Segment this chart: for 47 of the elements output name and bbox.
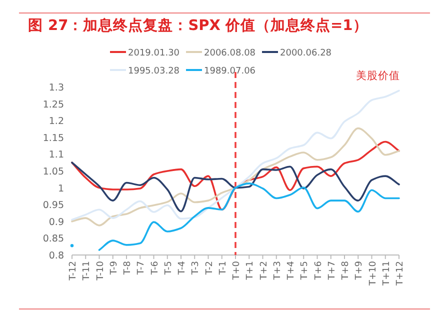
x-tick-label: T-2 xyxy=(204,261,215,276)
text: 美股价值 xyxy=(356,69,400,82)
x-tick-label: T-5 xyxy=(164,261,174,276)
x-tick-label: T-9 xyxy=(109,260,120,276)
x-tick-label: T+0 xyxy=(232,260,242,281)
line-series xyxy=(71,90,400,221)
x-tick-label: T-11 xyxy=(82,261,92,282)
x-tick-label: T-12 xyxy=(68,261,78,282)
x-tick-label: T-6 xyxy=(150,260,160,276)
y-tick-label: 1 xyxy=(58,183,64,194)
x-tick-label: T-10 xyxy=(96,260,106,282)
x-tick-label: T+10 xyxy=(368,260,378,286)
legend-label: 1989.07.06 xyxy=(204,66,256,76)
y-tick-label: 0.8 xyxy=(48,250,64,262)
y-tick-label: 1.05 xyxy=(42,166,64,178)
x-tick-label: T-1 xyxy=(218,261,228,276)
legend-label: 2006.08.08 xyxy=(204,48,256,58)
line-series xyxy=(71,162,400,212)
chart-title: 图 27：加息终点复盘：SPX 价值（加息终点=1） xyxy=(28,17,368,34)
x-tick-label: T+3 xyxy=(272,261,283,281)
y-tick-label: 1.15 xyxy=(42,132,64,144)
line-series xyxy=(71,140,400,211)
x-tick-label: T+9 xyxy=(354,260,365,281)
line-series xyxy=(71,127,400,226)
x-tick-label: T+11 xyxy=(382,261,392,286)
x-tick-label: T+7 xyxy=(327,261,338,281)
legend-label: 2000.06.28 xyxy=(280,48,332,58)
y-tick-label: 0.9 xyxy=(48,216,64,228)
legend-label: 2019.01.30 xyxy=(128,48,180,58)
y-tick-label: 1.3 xyxy=(48,82,64,94)
x-tick-label: T-4 xyxy=(178,260,188,276)
x-tick-label: T+6 xyxy=(314,260,324,281)
x-tick-label: T-3 xyxy=(191,261,202,276)
x-tick-label: T-7 xyxy=(136,261,147,276)
x-tick-label: T+12 xyxy=(396,261,406,286)
x-tick-label: T+4 xyxy=(286,260,296,281)
y-tick-label: 1.25 xyxy=(42,99,64,110)
legend-label: 1995.03.28 xyxy=(128,66,180,76)
x-tick-label: T+5 xyxy=(300,261,310,281)
x-tick-label: T+2 xyxy=(259,261,270,281)
y-tick-label: 1.2 xyxy=(48,116,64,128)
y-tick-label: 0.85 xyxy=(42,234,64,245)
x-tick-label: T+1 xyxy=(246,261,256,281)
y-tick-label: 1.1 xyxy=(48,150,64,161)
y-tick-label: 0.95 xyxy=(42,200,64,212)
x-tick-label: T-8 xyxy=(123,260,133,276)
x-tick-label: T+8 xyxy=(341,260,351,281)
